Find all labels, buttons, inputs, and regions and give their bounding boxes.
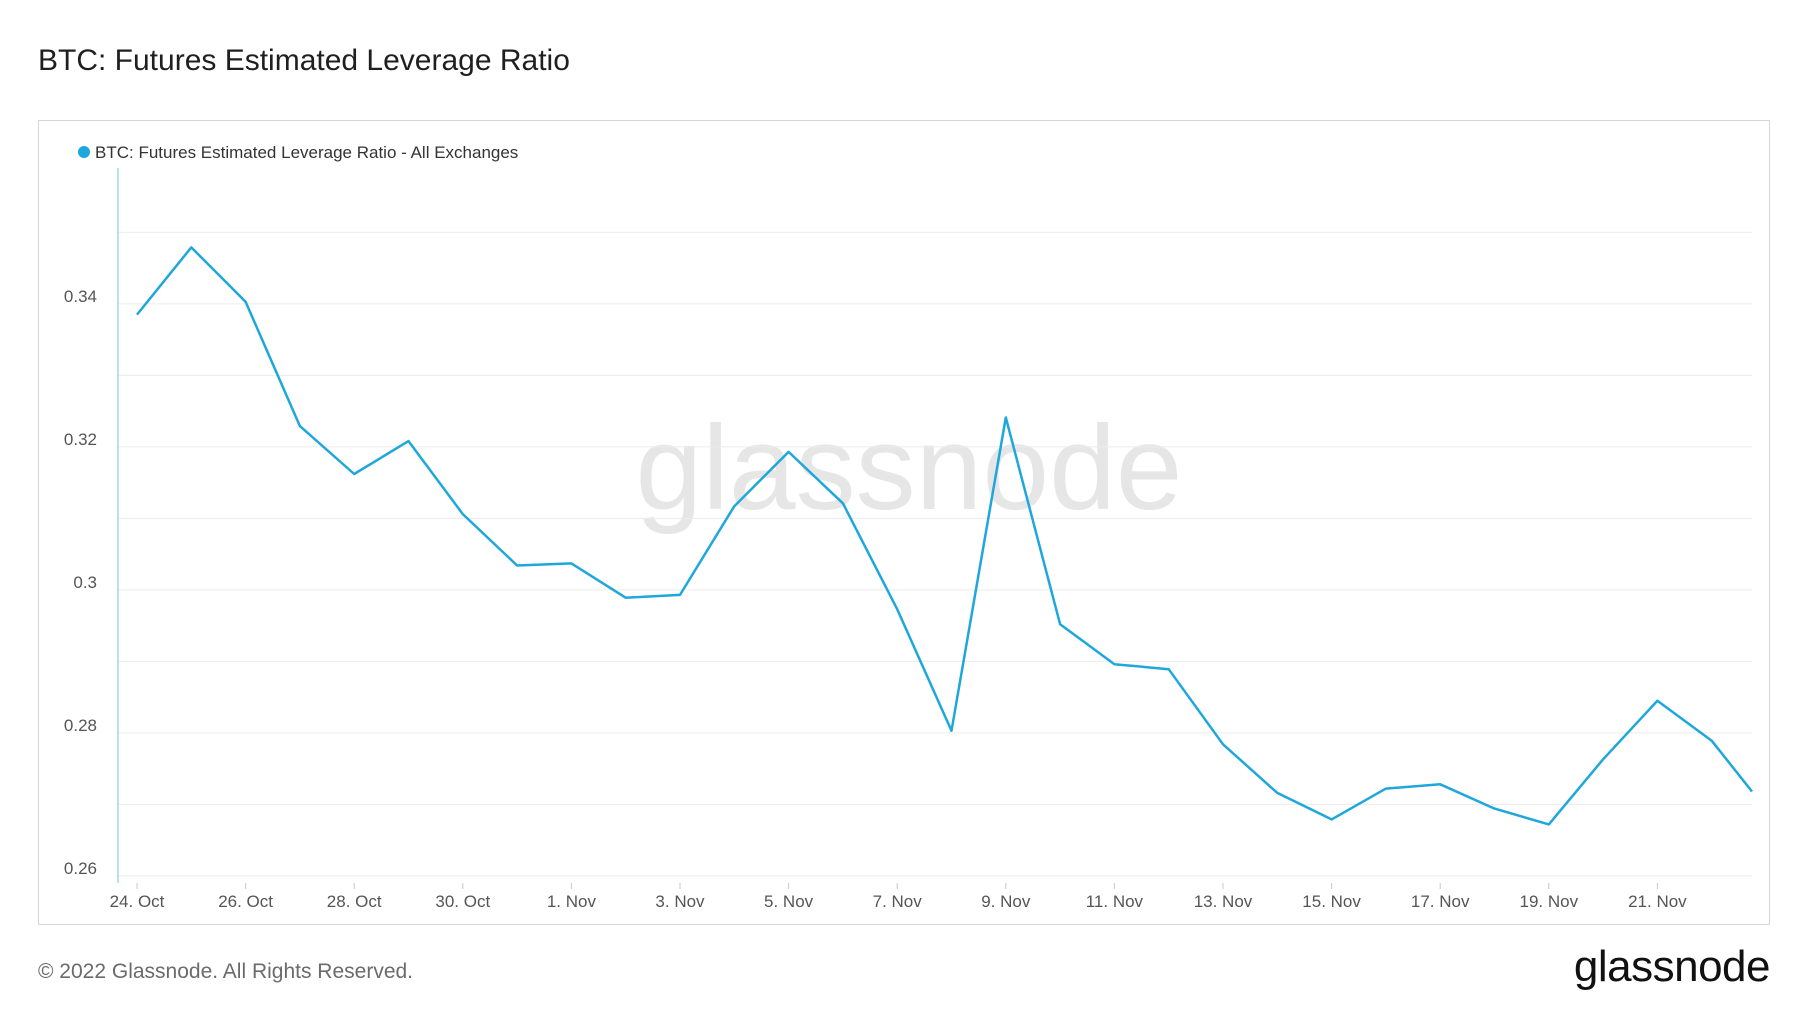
data-point[interactable] (1329, 816, 1335, 822)
data-point[interactable] (1166, 666, 1172, 672)
data-point[interactable] (188, 244, 194, 250)
data-point[interactable] (786, 449, 792, 455)
x-tick-label: 19. Nov (1520, 892, 1579, 911)
x-tick-label: 3. Nov (655, 892, 705, 911)
data-point[interactable] (1492, 806, 1498, 812)
data-point[interactable] (406, 438, 412, 444)
watermark-text: glassnode (635, 401, 1182, 535)
data-point[interactable] (568, 560, 574, 566)
x-axis-ticks: 24. Oct 26. Oct 28. Oct 30. Oct 1. Nov 3. Nov… (110, 883, 1687, 911)
data-point[interactable] (351, 471, 357, 477)
legend[interactable]: BTC: Futures Estimated Leverage Ratio - … (78, 143, 518, 162)
legend-marker (78, 146, 90, 158)
data-point[interactable] (1111, 661, 1117, 667)
data-point[interactable] (1709, 738, 1715, 744)
copyright-text: © 2022 Glassnode. All Rights Reserved. (38, 960, 414, 983)
x-tick-label: 30. Oct (435, 892, 490, 911)
data-point[interactable] (243, 299, 249, 305)
data-point[interactable] (1654, 698, 1660, 704)
data-point[interactable] (949, 728, 955, 734)
data-point[interactable] (460, 511, 466, 517)
grid-lines (118, 231, 1752, 877)
data-point[interactable] (1383, 786, 1389, 792)
data-point[interactable] (623, 595, 629, 601)
y-tick-label: 0.32 (64, 430, 97, 449)
y-tick-label: 0.34 (64, 287, 97, 306)
x-tick-label: 7. Nov (873, 892, 923, 911)
data-point[interactable] (894, 606, 900, 612)
data-point[interactable] (1600, 756, 1606, 762)
x-tick-label: 21. Nov (1628, 892, 1687, 911)
x-tick-label: 13. Nov (1194, 892, 1253, 911)
x-tick-label: 28. Oct (327, 892, 382, 911)
data-point[interactable] (1274, 790, 1280, 796)
y-tick-label: 0.26 (64, 859, 97, 878)
data-point[interactable] (1003, 415, 1009, 421)
y-tick-label: 0.3 (73, 573, 97, 592)
x-tick-label: 17. Nov (1411, 892, 1470, 911)
data-point[interactable] (731, 503, 737, 509)
data-point[interactable] (1437, 781, 1443, 787)
x-tick-label: 24. Oct (110, 892, 165, 911)
data-point[interactable] (1220, 741, 1226, 747)
chart-frame: glassnode 0.26 0.28 0.3 0.32 0.34 24. Oct 26.… (38, 120, 1770, 925)
series-layer (134, 244, 1755, 827)
y-tick-label: 0.28 (64, 716, 97, 735)
data-point[interactable] (1057, 621, 1063, 627)
data-point[interactable] (297, 423, 303, 429)
data-point[interactable] (134, 312, 140, 318)
series-line[interactable] (136, 246, 1753, 826)
data-point[interactable] (840, 500, 846, 506)
x-tick-label: 5. Nov (764, 892, 814, 911)
data-point[interactable] (677, 592, 683, 598)
page-title: BTC: Futures Estimated Leverage Ratio (38, 44, 570, 77)
data-point[interactable] (1546, 821, 1552, 827)
y-axis-ticks: 0.26 0.28 0.3 0.32 0.34 (64, 287, 97, 878)
x-tick-label: 15. Nov (1302, 892, 1361, 911)
glassnode-logo[interactable]: glassnode (1573, 942, 1771, 991)
data-point[interactable] (514, 563, 520, 569)
x-tick-label: 26. Oct (218, 892, 273, 911)
legend-label[interactable]: BTC: Futures Estimated Leverage Ratio - … (95, 143, 518, 162)
x-tick-label: 9. Nov (981, 892, 1031, 911)
x-tick-label: 1. Nov (547, 892, 597, 911)
data-point[interactable] (1749, 788, 1755, 794)
line-chart: glassnode 0.26 0.28 0.3 0.32 0.34 24. Oct 26.… (64, 143, 1755, 911)
x-tick-label: 11. Nov (1086, 892, 1144, 911)
